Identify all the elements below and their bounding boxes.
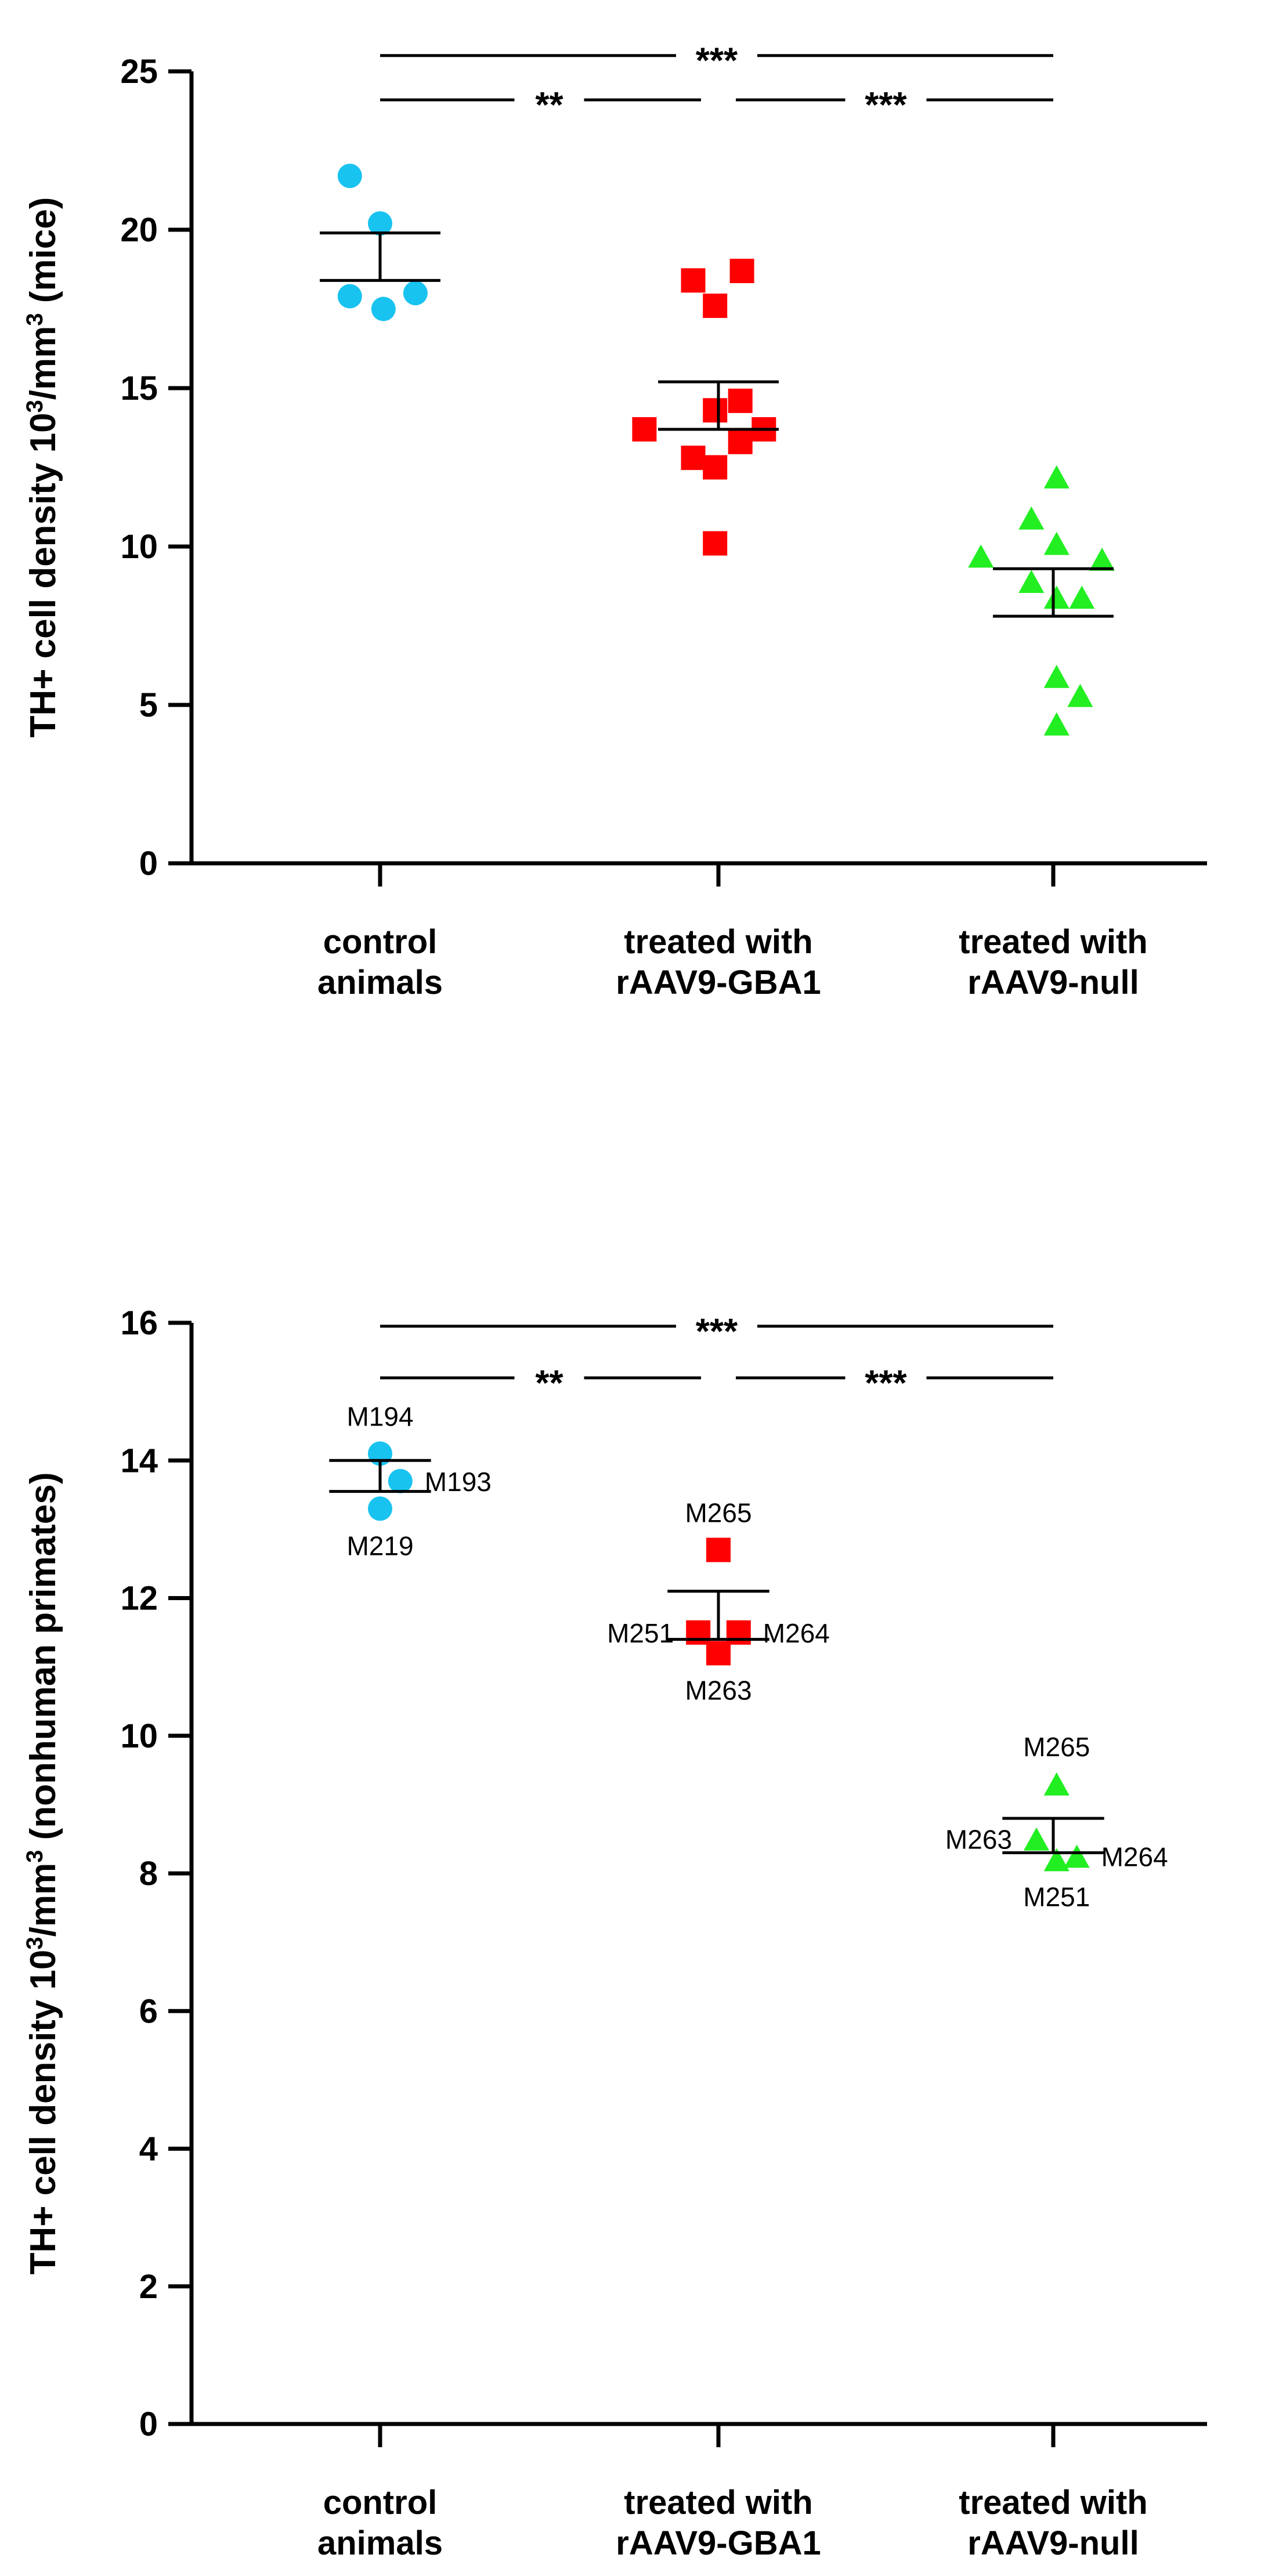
data-point	[968, 544, 994, 568]
data-point	[1067, 683, 1093, 707]
significance-label: ***	[865, 85, 907, 125]
data-point	[1043, 712, 1070, 736]
y-tick-label: 8	[139, 1855, 158, 1893]
data-point-label: M263	[685, 1675, 751, 1705]
data-point	[1043, 1848, 1070, 1872]
data-point-label: M265	[1023, 1732, 1090, 1762]
y-axis-label: TH+ cell density 103/mm3 (mice)	[22, 197, 63, 738]
y-tick-label: 6	[139, 1992, 158, 2030]
significance-label: **	[535, 1363, 563, 1403]
y-tick-label: 10	[120, 1717, 158, 1755]
data-point	[703, 455, 728, 480]
y-tick-label: 2	[139, 2268, 158, 2306]
data-point	[1043, 664, 1070, 688]
data-point-label: M264	[763, 1618, 830, 1648]
data-point	[337, 284, 362, 309]
y-tick-label: 5	[139, 686, 158, 724]
y-axis-label-part: 3	[22, 400, 48, 413]
y-axis-label-part: (mice)	[23, 197, 63, 313]
data-point	[1064, 1844, 1090, 1868]
x-tick-label: rAAV9-GBA1	[616, 964, 821, 1001]
y-tick-label: 4	[139, 2130, 158, 2168]
data-point	[371, 296, 396, 321]
y-tick-label: 12	[120, 1580, 158, 1618]
y-axis-label-part: /mm	[23, 1863, 63, 1937]
data-point	[706, 1537, 731, 1562]
y-axis-label-part: (nonhuman primates)	[23, 1472, 63, 1850]
data-point	[706, 1641, 731, 1666]
data-point	[729, 258, 754, 283]
y-axis-label-part: 3	[22, 313, 48, 325]
data-point	[368, 211, 392, 236]
x-tick-label: control	[323, 2484, 438, 2521]
x-tick-label: treated with	[624, 923, 813, 961]
y-tick-label: 20	[120, 211, 158, 249]
data-point-label: M219	[346, 1531, 413, 1561]
data-point	[703, 531, 728, 556]
y-tick-label: 0	[139, 2405, 158, 2443]
x-tick-label: control	[323, 923, 438, 961]
data-point	[681, 446, 706, 471]
data-point-label: M264	[1101, 1841, 1168, 1872]
y-tick-label: 14	[120, 1442, 158, 1479]
data-point	[1069, 585, 1095, 609]
x-tick-label: rAAV9-null	[967, 2524, 1139, 2562]
significance-label: ***	[696, 1312, 738, 1352]
x-tick-label: animals	[317, 964, 443, 1001]
data-point	[1018, 506, 1045, 530]
data-point	[681, 268, 706, 293]
y-axis-label: TH+ cell density 103/mm3 (nonhuman prima…	[22, 1472, 63, 2275]
data-point-label: M265	[685, 1497, 751, 1528]
significance-label: ***	[865, 1363, 907, 1403]
data-point	[1043, 1772, 1070, 1796]
data-point	[1023, 1827, 1050, 1851]
data-point	[632, 417, 657, 442]
x-tick-label: rAAV9-GBA1	[616, 2524, 821, 2562]
y-tick-label: 15	[120, 370, 158, 407]
data-point-label: M263	[945, 1825, 1012, 1855]
data-point-label: M193	[425, 1467, 492, 1497]
y-tick-label: 25	[120, 53, 158, 91]
y-tick-label: 16	[120, 1304, 158, 1342]
y-axis-label-part: TH+ cell density 10	[23, 1950, 63, 2275]
data-point	[703, 398, 728, 423]
y-axis-label-part: 3	[22, 1850, 48, 1863]
data-point-label: M251	[607, 1618, 674, 1648]
x-tick-label: animals	[317, 2524, 443, 2562]
data-point	[728, 429, 753, 454]
data-point	[368, 1496, 392, 1521]
y-axis-label-part: /mm	[23, 326, 63, 400]
data-point	[1043, 531, 1070, 555]
significance-label: ***	[696, 41, 738, 81]
data-point	[388, 1468, 413, 1493]
y-tick-label: 0	[139, 845, 158, 882]
x-tick-label: rAAV9-null	[967, 964, 1139, 1001]
data-point	[1018, 570, 1045, 594]
data-point-label: M251	[1023, 1882, 1090, 1912]
data-point	[403, 281, 428, 306]
x-tick-label: treated with	[959, 2484, 1148, 2521]
data-point	[1089, 547, 1115, 571]
y-axis-label-part: TH+ cell density 10	[23, 413, 63, 737]
data-point	[703, 294, 728, 319]
x-tick-label: treated with	[624, 2484, 813, 2521]
x-tick-label: treated with	[959, 923, 1148, 961]
data-point	[337, 164, 362, 189]
y-tick-label: 10	[120, 528, 158, 566]
y-axis-label-part: 3	[22, 1937, 48, 1949]
data-point-label: M194	[346, 1401, 413, 1431]
significance-label: **	[535, 85, 563, 125]
data-point	[1043, 465, 1070, 489]
data-point	[728, 388, 753, 413]
data-point	[1043, 585, 1070, 609]
